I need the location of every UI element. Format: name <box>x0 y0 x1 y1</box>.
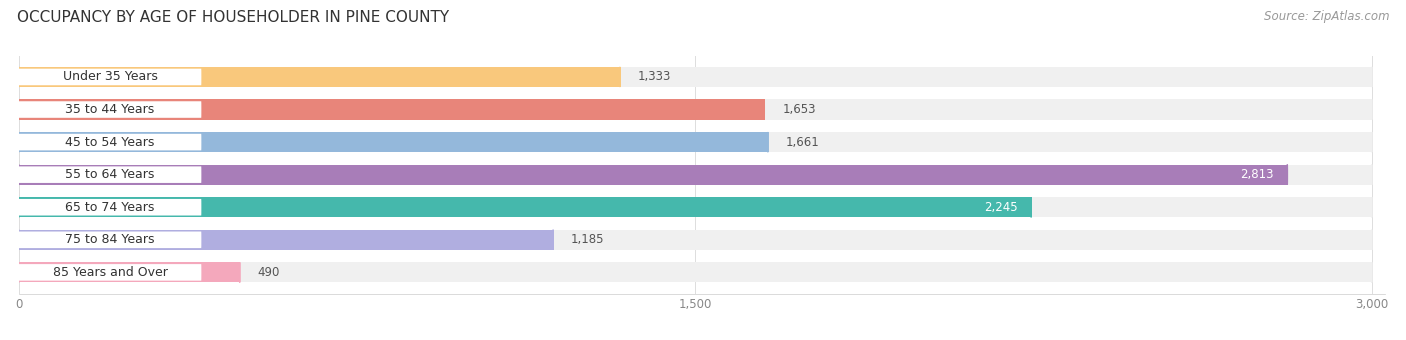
Bar <box>18 132 768 152</box>
FancyBboxPatch shape <box>18 199 201 216</box>
Text: 1,653: 1,653 <box>782 103 815 116</box>
FancyBboxPatch shape <box>18 69 201 85</box>
Text: OCCUPANCY BY AGE OF HOUSEHOLDER IN PINE COUNTY: OCCUPANCY BY AGE OF HOUSEHOLDER IN PINE … <box>17 10 449 25</box>
Text: 35 to 44 Years: 35 to 44 Years <box>66 103 155 116</box>
Text: 85 Years and Over: 85 Years and Over <box>52 266 167 279</box>
Text: Under 35 Years: Under 35 Years <box>63 70 157 83</box>
Bar <box>18 197 1372 217</box>
Bar <box>18 197 1031 217</box>
Bar <box>18 262 1372 283</box>
FancyBboxPatch shape <box>18 101 201 118</box>
Text: 55 to 64 Years: 55 to 64 Years <box>65 168 155 181</box>
Bar <box>18 99 1372 120</box>
Text: 1,661: 1,661 <box>786 136 820 149</box>
Bar <box>18 230 553 250</box>
Text: 1,333: 1,333 <box>638 70 671 83</box>
FancyBboxPatch shape <box>18 264 201 280</box>
Bar <box>18 165 1288 185</box>
Text: 2,245: 2,245 <box>984 201 1018 214</box>
Text: Source: ZipAtlas.com: Source: ZipAtlas.com <box>1264 10 1389 23</box>
Bar <box>18 230 1372 250</box>
Text: 65 to 74 Years: 65 to 74 Years <box>65 201 155 214</box>
Text: 1,185: 1,185 <box>571 233 605 246</box>
Text: 2,813: 2,813 <box>1240 168 1274 181</box>
FancyBboxPatch shape <box>18 166 201 183</box>
FancyBboxPatch shape <box>18 134 201 150</box>
Bar <box>18 67 1372 87</box>
Text: 490: 490 <box>257 266 280 279</box>
Bar <box>18 262 239 283</box>
Bar <box>18 132 1372 152</box>
Bar <box>18 165 1372 185</box>
Text: 45 to 54 Years: 45 to 54 Years <box>65 136 155 149</box>
Bar <box>18 67 620 87</box>
Bar <box>18 99 765 120</box>
Text: 75 to 84 Years: 75 to 84 Years <box>65 233 155 246</box>
FancyBboxPatch shape <box>18 232 201 248</box>
